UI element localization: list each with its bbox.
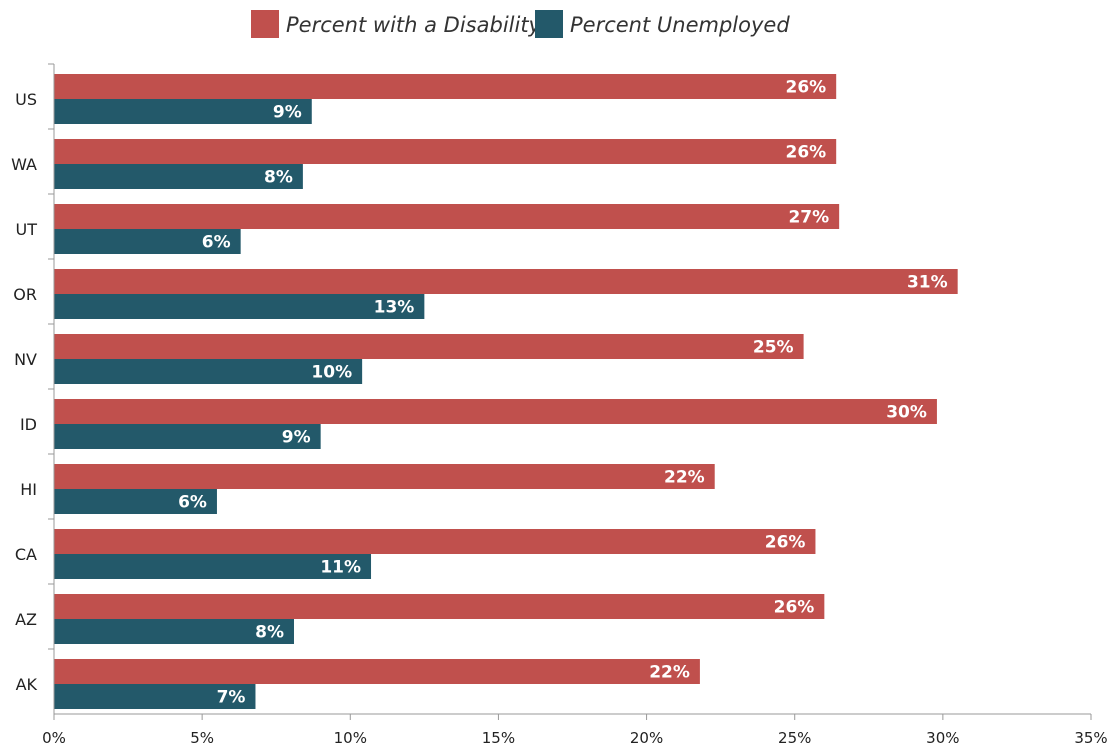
bar (54, 594, 825, 619)
category-group: 31% 13% (54, 269, 958, 319)
bar (54, 99, 312, 124)
bar (54, 164, 303, 189)
category-label: HI (20, 480, 37, 499)
category-label: US (15, 90, 37, 109)
category-group: 25% 10% (54, 334, 804, 384)
data-label: 26% (785, 143, 826, 163)
data-label: 10% (311, 363, 352, 383)
category-label: CA (15, 545, 37, 564)
bar (54, 529, 816, 554)
data-label: 27% (788, 208, 829, 228)
bar (54, 684, 256, 709)
category-group: 30% 9% (54, 399, 937, 449)
data-label: 8% (255, 623, 284, 643)
data-label: 25% (753, 338, 794, 358)
bar (54, 464, 715, 489)
bar (54, 619, 294, 644)
category-label: AZ (15, 610, 37, 629)
data-label: 26% (774, 598, 815, 618)
category-label: UT (16, 220, 38, 239)
x-tick-label: 25% (778, 729, 811, 747)
legend-label: Percent with a Disability (286, 13, 542, 37)
category-group: 26% 9% (54, 74, 837, 124)
x-tick-label: 15% (482, 729, 515, 747)
category-label: NV (14, 350, 37, 369)
bar (54, 229, 241, 254)
data-label: 26% (785, 78, 826, 98)
legend: Percent with a Disability Percent Unemplo… (251, 10, 790, 38)
data-label: 26% (765, 533, 806, 553)
category-group: 27% 6% (54, 204, 840, 254)
category-label: OR (13, 285, 37, 304)
x-tick-label: 10% (334, 729, 367, 747)
bar (54, 334, 804, 359)
category-group: 22% 6% (54, 464, 715, 514)
bar (54, 74, 837, 99)
data-label: 30% (886, 403, 927, 423)
data-label: 9% (273, 103, 302, 123)
x-tick-label: 35% (1074, 729, 1107, 747)
category-group: 26% 8% (54, 594, 825, 644)
data-label: 22% (649, 663, 690, 683)
x-tick-label: 0% (42, 729, 66, 747)
bar (54, 554, 372, 579)
data-label: 11% (320, 558, 361, 578)
data-label: 6% (178, 493, 207, 513)
data-label: 13% (374, 298, 415, 318)
legend-item: Percent Unemployed (535, 10, 790, 38)
category-group: 26% 8% (54, 139, 837, 189)
bar (54, 139, 837, 164)
x-tick-label: 30% (926, 729, 959, 747)
bar (54, 659, 700, 684)
category-label: AK (16, 675, 38, 694)
category-group: 26% 11% (54, 529, 816, 579)
category-label: WA (11, 155, 37, 174)
data-label: 31% (907, 273, 948, 293)
data-label: 6% (202, 233, 231, 253)
x-tick-label: 20% (630, 729, 663, 747)
data-label: 8% (264, 168, 293, 188)
bar (54, 359, 363, 384)
bar (54, 424, 321, 449)
legend-label: Percent Unemployed (570, 13, 790, 37)
legend-swatch (535, 10, 563, 38)
data-label: 7% (217, 688, 246, 708)
bar (54, 204, 840, 229)
category-group: 22% 7% (54, 659, 700, 709)
bar (54, 399, 937, 424)
data-label: 9% (282, 428, 311, 448)
bars: 26% 9% 26% 8% 27% 6% 31% 13% 25% 10% 30% 9% 22% 6% 26%… (54, 74, 958, 709)
bar (54, 269, 958, 294)
legend-swatch (251, 10, 279, 38)
data-label: 22% (664, 468, 705, 488)
x-tick-label: 5% (190, 729, 214, 747)
bar (54, 294, 425, 319)
bar (54, 489, 217, 514)
category-label: ID (20, 415, 37, 434)
legend-item: Percent with a Disability (251, 10, 542, 38)
